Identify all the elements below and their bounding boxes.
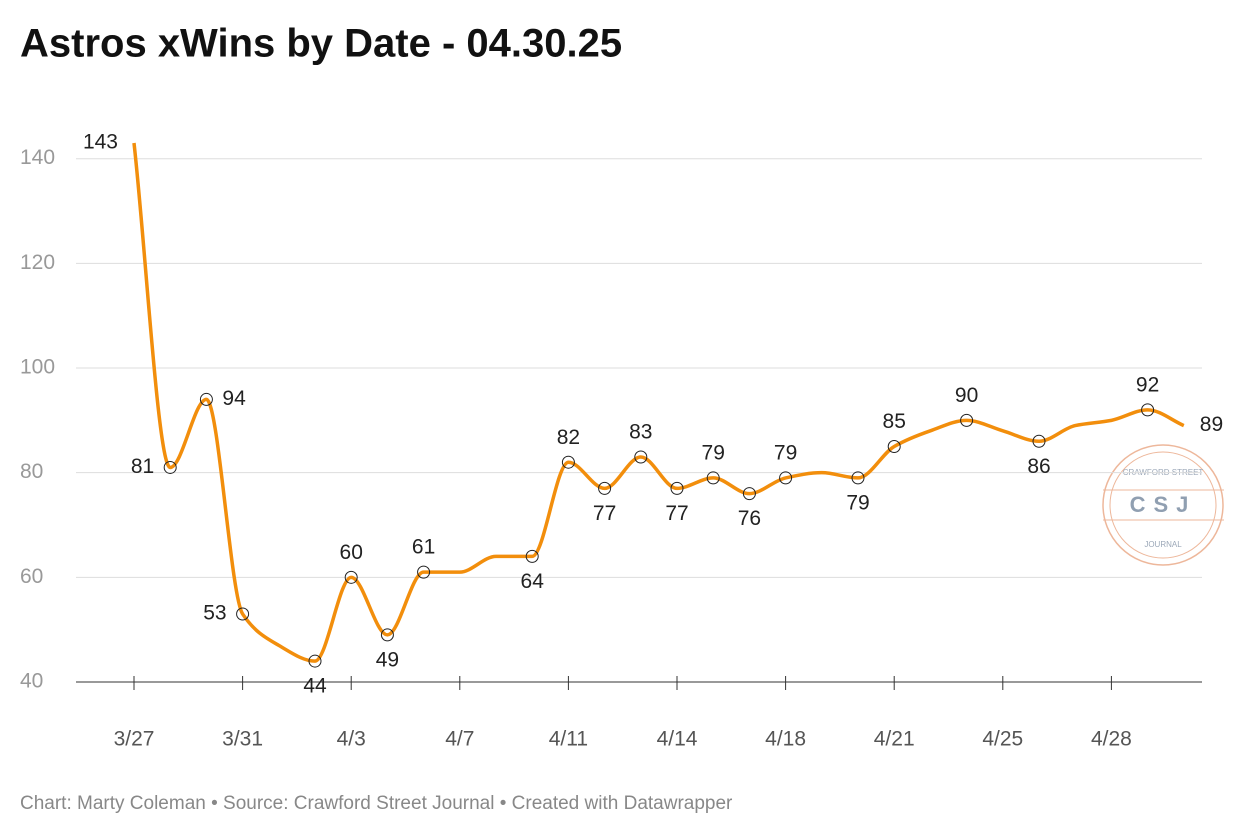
x-tick-label: 4/3 <box>337 728 366 751</box>
data-label: 82 <box>557 426 580 449</box>
x-tick-label: 3/27 <box>114 728 155 751</box>
data-label: 61 <box>412 536 435 559</box>
point <box>1141 403 1155 417</box>
data-label: 77 <box>665 502 688 525</box>
data-label: 49 <box>376 648 399 671</box>
point <box>742 487 756 501</box>
x-tick-label: 4/21 <box>874 728 915 751</box>
point <box>417 565 431 579</box>
y-tick-label: 120 <box>20 251 55 274</box>
x-tick-label: 3/31 <box>222 728 263 751</box>
chart-title: Astros xWins by Date - 04.30.25 <box>20 22 622 66</box>
x-tick-label: 4/11 <box>549 728 588 751</box>
data-label: 79 <box>702 441 725 464</box>
data-label: 64 <box>521 570 545 593</box>
point <box>960 413 974 427</box>
point <box>851 471 865 485</box>
data-label: 79 <box>846 491 869 514</box>
y-tick-label: 40 <box>20 670 43 693</box>
y-tick-label: 80 <box>20 460 43 483</box>
point <box>887 440 901 454</box>
point <box>163 460 177 474</box>
data-label: 60 <box>340 541 363 564</box>
logo-bottom: JOURNAL <box>1144 540 1182 549</box>
data-label: 85 <box>883 410 906 433</box>
point <box>236 607 250 621</box>
y-tick-label: 140 <box>20 146 55 169</box>
logo-center: CSJ <box>1130 492 1197 517</box>
data-label: 92 <box>1136 373 1159 396</box>
point <box>199 392 213 406</box>
point <box>380 628 394 642</box>
x-tick-label: 4/7 <box>445 728 474 751</box>
x-tick-label: 4/28 <box>1091 728 1132 751</box>
logo: CRAWFORD STREET CSJ JOURNAL <box>1102 444 1224 566</box>
point <box>525 549 539 563</box>
point <box>1032 434 1046 448</box>
point <box>308 654 322 668</box>
y-tick-label: 100 <box>20 356 55 379</box>
data-label: 77 <box>593 502 616 525</box>
line <box>132 142 1185 663</box>
point <box>634 450 648 464</box>
data-label: 89 <box>1200 413 1223 436</box>
x-tick-label: 4/14 <box>657 728 698 751</box>
point <box>706 471 720 485</box>
data-label: 143 <box>83 131 118 154</box>
data-label: 79 <box>774 441 797 464</box>
data-label: 83 <box>629 421 652 444</box>
data-label: 76 <box>738 507 761 530</box>
data-label: 81 <box>131 455 154 478</box>
logo-ring <box>1109 451 1217 559</box>
point <box>344 570 358 584</box>
footer: Chart: Marty Coleman • Source: Crawford … <box>20 793 733 814</box>
data-label: 90 <box>955 384 978 407</box>
point <box>779 471 793 485</box>
y-tick-label: 60 <box>20 565 43 588</box>
point <box>561 455 575 469</box>
data-label: 53 <box>203 602 226 625</box>
point <box>598 481 612 495</box>
point <box>670 481 684 495</box>
data-label: 94 <box>222 387 246 410</box>
data-label: 44 <box>303 675 327 698</box>
logo-ring <box>1102 444 1224 566</box>
x-tick-label: 4/18 <box>765 728 806 751</box>
data-label: 86 <box>1027 455 1050 478</box>
x-tick-label: 4/25 <box>982 728 1023 751</box>
